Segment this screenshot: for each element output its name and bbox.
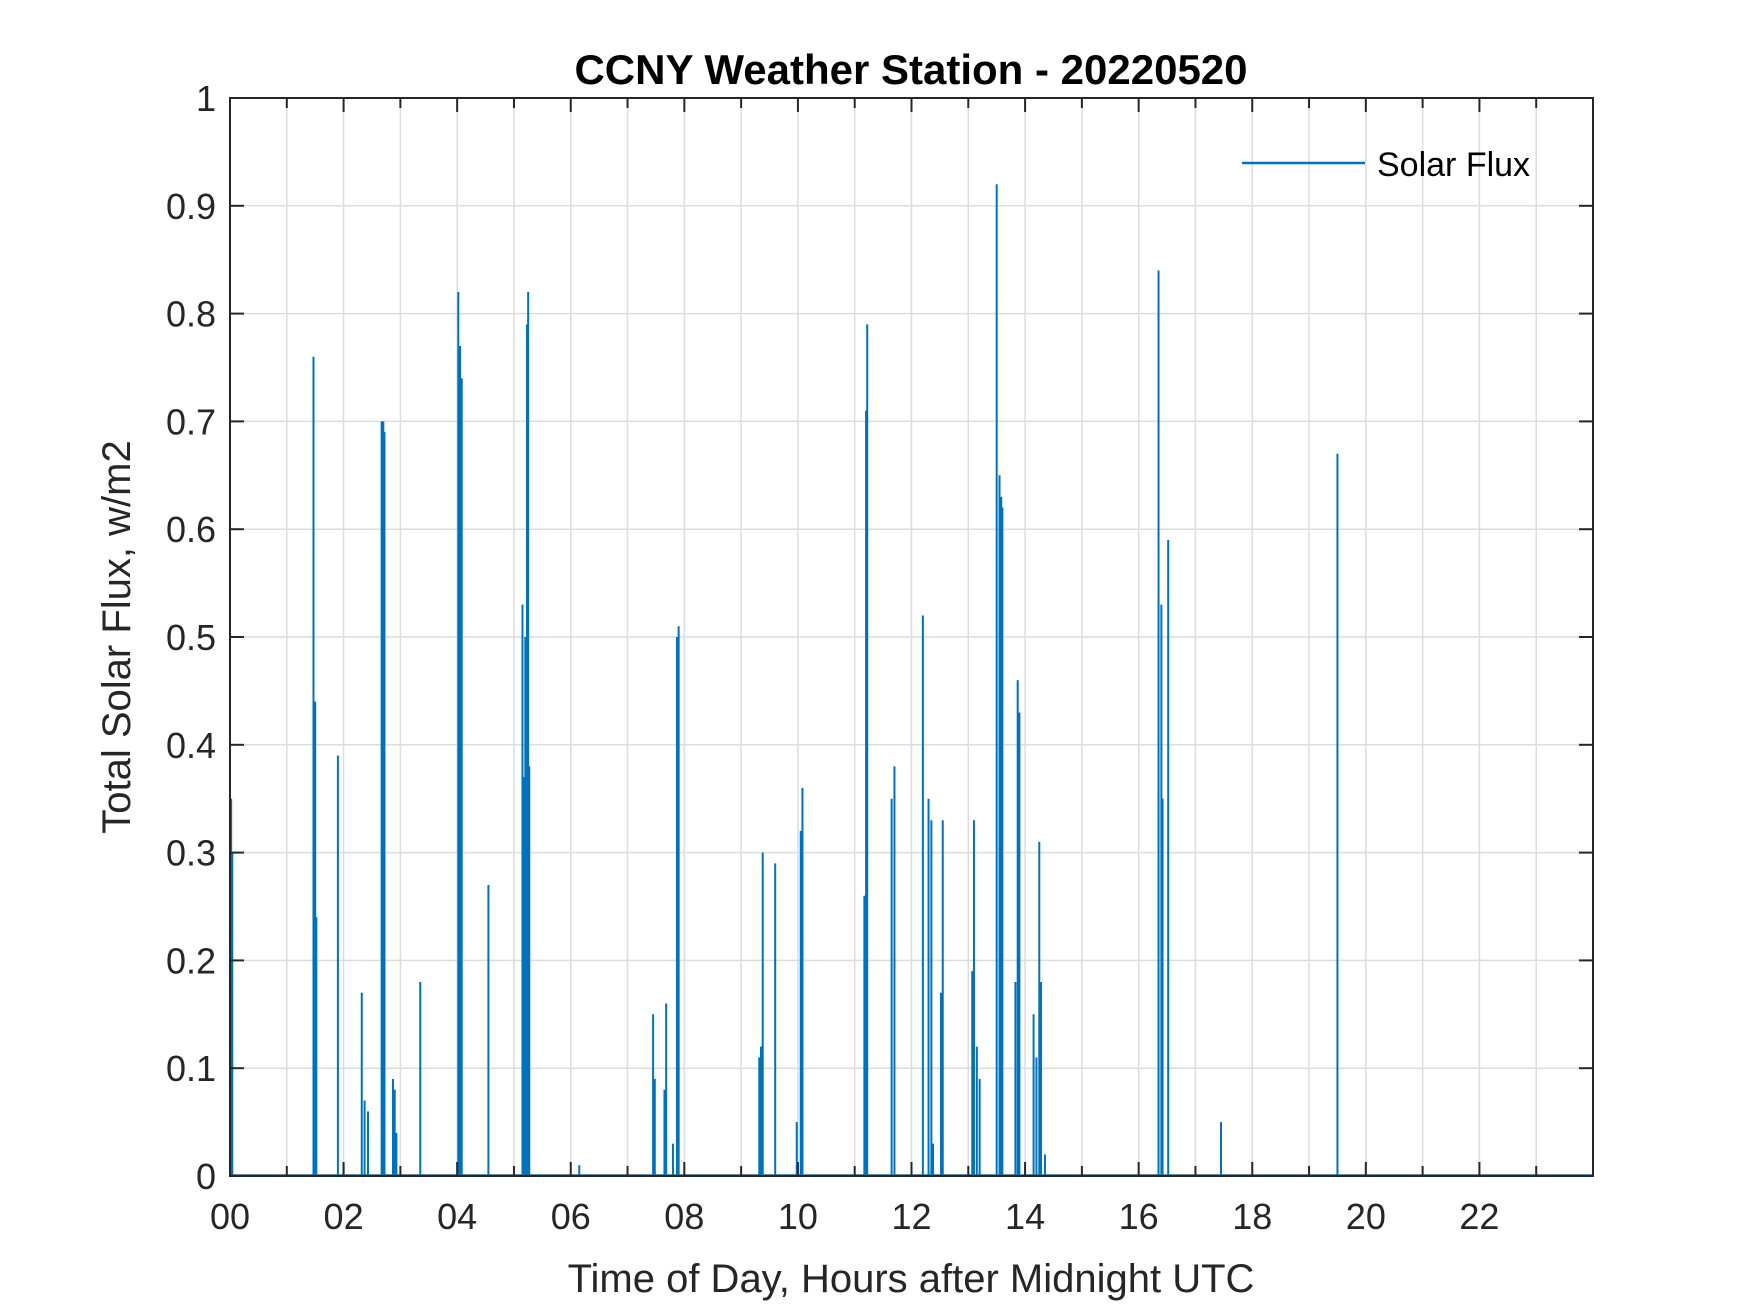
y-tick-label: 0.1 [166,1048,216,1089]
x-tick-label: 10 [778,1196,818,1237]
tick-marks [229,97,1593,1177]
legend-label-solar-flux: Solar Flux [1377,146,1530,184]
axes-frame [229,97,1594,1177]
x-tick-label: 06 [551,1196,591,1237]
y-tick-label: 0.2 [166,940,216,981]
x-axis-label: Time of Day, Hours after Midnight UTC [568,1257,1255,1301]
x-tick-labels: 00 02 04 06 08 10 12 14 16 18 20 22 [210,1196,1499,1237]
y-tick-label: 0.9 [166,186,216,227]
legend: Solar Flux [1242,146,1530,184]
y-tick-label: 1 [196,78,216,119]
grid-lines [230,98,1593,1176]
x-tick-label: 00 [210,1196,250,1237]
x-tick-label: 04 [437,1196,477,1237]
x-tick-label: 08 [664,1196,704,1237]
y-tick-label: 0.7 [166,401,216,442]
y-tick-label: 0 [196,1156,216,1197]
chart-title: CCNY Weather Station - 20220520 [574,46,1247,93]
x-tick-label: 22 [1459,1196,1499,1237]
x-tick-label: 18 [1232,1196,1272,1237]
x-tick-label: 14 [1005,1196,1045,1237]
x-tick-label: 16 [1119,1196,1159,1237]
y-tick-labels: 0 0.1 0.2 0.3 0.4 0.5 0.6 0.7 0.8 0.9 1 [166,78,216,1197]
y-tick-label: 0.3 [166,833,216,874]
y-axis-label: Total Solar Flux, w/m2 [95,440,139,833]
y-tick-label: 0.5 [166,617,216,658]
y-tick-label: 0.6 [166,509,216,550]
x-tick-label: 02 [324,1196,364,1237]
y-tick-label: 0.4 [166,725,216,766]
x-tick-label: 20 [1346,1196,1386,1237]
y-tick-label: 0.8 [166,294,216,335]
x-tick-label: 12 [891,1196,931,1237]
